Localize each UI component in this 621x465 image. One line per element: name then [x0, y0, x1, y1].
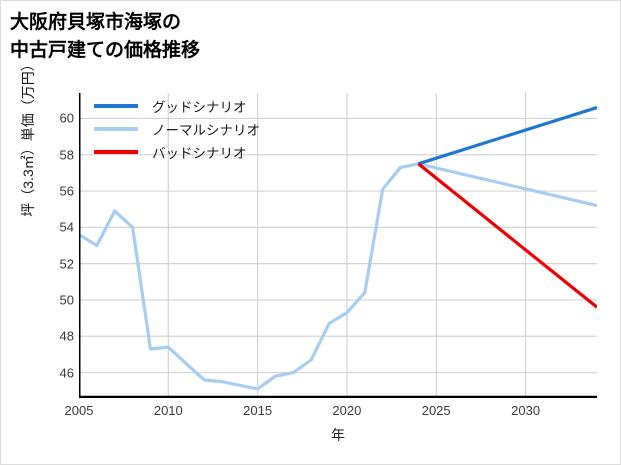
legend-item[interactable]: グッドシナリオ [94, 94, 309, 117]
chart-svg [79, 93, 597, 398]
plot-area [79, 93, 597, 398]
x-tick-label: 2015 [243, 403, 273, 418]
legend-color-swatch [94, 149, 138, 154]
y-axis-title: 坪（3.3㎡）単価（万円） [20, 57, 36, 217]
y-tick-label: 52 [59, 256, 74, 272]
y-tick-label: 54 [59, 219, 74, 235]
y-tick-label: 56 [59, 183, 74, 199]
x-tick-label: 2020 [332, 403, 362, 418]
legend-color-swatch [94, 126, 138, 131]
x-axis-tick-labels: 2005 2010 2015 2020 2025 2030 [65, 403, 597, 423]
x-tick-label: 2025 [421, 403, 451, 418]
legend-item-label: バッドシナリオ [152, 145, 247, 161]
y-tick-label: 46 [59, 365, 74, 381]
y-tick-label: 48 [59, 328, 74, 344]
page-title: 大阪府貝塚市海塚の 中古戸建ての価格推移 [10, 12, 201, 61]
y-tick-label: 50 [59, 292, 74, 308]
legend-item-label: ノーマルシナリオ [152, 122, 260, 138]
y-tick-label: 58 [59, 147, 74, 163]
legend-item-label: グッドシナリオ [152, 99, 247, 115]
chart-legend: グッドシナリオ ノーマルシナリオ バッドシナリオ [94, 94, 309, 163]
x-axis-title: 年 [331, 427, 345, 443]
x-tick-label: 2005 [64, 403, 94, 418]
legend-item[interactable]: バッドシナリオ [94, 140, 309, 163]
series-line [417, 105, 597, 166]
legend-item[interactable]: ノーマルシナリオ [94, 117, 309, 140]
y-tick-label: 60 [59, 110, 74, 126]
series-line [79, 162, 597, 391]
y-axis-tick-labels: 46 48 50 52 54 56 58 60 [41, 93, 74, 398]
series-line [417, 162, 597, 309]
legend-color-swatch [94, 103, 138, 108]
x-tick-label: 2030 [511, 403, 541, 418]
x-tick-label: 2010 [153, 403, 183, 418]
